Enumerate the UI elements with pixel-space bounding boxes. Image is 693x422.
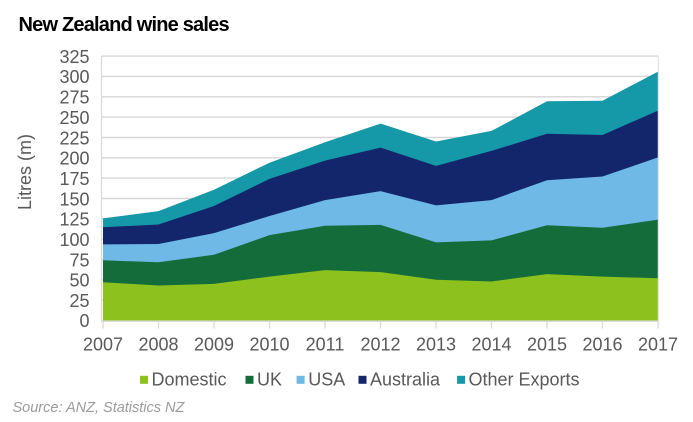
svg-text:Source: ANZ, Statistics NZ: Source: ANZ, Statistics NZ (13, 400, 186, 416)
svg-text:2015: 2015 (527, 334, 567, 354)
svg-text:200: 200 (59, 149, 89, 169)
svg-text:175: 175 (59, 169, 89, 189)
svg-text:2009: 2009 (194, 334, 234, 354)
svg-text:Litres (m): Litres (m) (15, 134, 35, 210)
svg-text:75: 75 (69, 250, 89, 270)
svg-text:2008: 2008 (138, 334, 178, 354)
svg-text:Other Exports: Other Exports (469, 369, 580, 389)
svg-text:USA: USA (308, 369, 345, 389)
svg-text:300: 300 (59, 67, 89, 87)
svg-text:325: 325 (59, 47, 89, 67)
svg-text:275: 275 (59, 88, 89, 108)
svg-text:2010: 2010 (249, 334, 289, 354)
svg-text:25: 25 (69, 291, 89, 311)
svg-text:225: 225 (59, 128, 89, 148)
svg-text:2007: 2007 (83, 334, 123, 354)
svg-text:UK: UK (257, 369, 282, 389)
svg-text:150: 150 (59, 189, 89, 209)
svg-text:50: 50 (69, 271, 89, 291)
svg-text:2017: 2017 (638, 334, 678, 354)
svg-text:2011: 2011 (306, 334, 345, 354)
svg-text:0: 0 (79, 311, 89, 331)
svg-text:Australia: Australia (370, 369, 441, 389)
svg-text:2016: 2016 (582, 334, 622, 354)
svg-text:New Zealand wine sales: New Zealand wine sales (19, 14, 230, 36)
svg-text:2013: 2013 (416, 334, 456, 354)
svg-text:250: 250 (59, 108, 89, 128)
svg-text:Domestic: Domestic (152, 369, 227, 389)
svg-text:100: 100 (59, 230, 89, 250)
svg-text:125: 125 (59, 210, 89, 230)
svg-text:2014: 2014 (471, 334, 511, 354)
svg-text:2012: 2012 (360, 334, 400, 354)
